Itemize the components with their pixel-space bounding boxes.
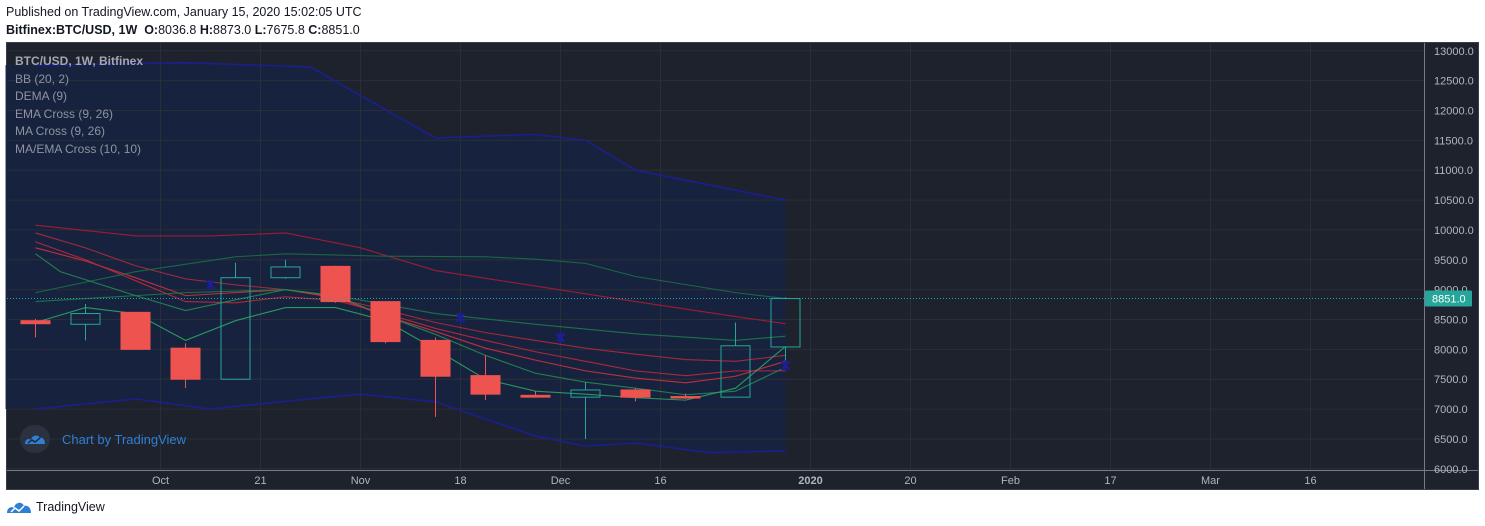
- candle: [620, 388, 651, 402]
- high-value: 8873.0: [213, 23, 252, 37]
- candle: [420, 337, 451, 417]
- open-label: O:: [144, 23, 159, 37]
- indicator-line: [35, 241, 786, 377]
- candle: [570, 382, 601, 439]
- price-tick-label: 11500.0: [1434, 135, 1473, 147]
- candle-body: [520, 394, 551, 398]
- indicator-line: [35, 61, 786, 201]
- cross-marker: [455, 312, 466, 323]
- price-tick-label: 6000.0: [1434, 464, 1468, 476]
- open-value: 8036.8: [158, 23, 197, 37]
- legend-ema-cross[interactable]: EMA Cross (9, 26): [15, 106, 114, 121]
- time-tick-label: Feb: [1001, 475, 1020, 487]
- time-tick-label: 20: [904, 475, 916, 487]
- low-value: 7675.8: [266, 23, 305, 37]
- time-tick-label: Dec: [551, 475, 571, 487]
- candle-body: [570, 389, 601, 398]
- close-value: 8851.0: [321, 23, 360, 37]
- indicator-line: [35, 232, 786, 362]
- candle: [720, 322, 751, 398]
- ohlc-header: Bitfinex:BTC/USD, 1W O:8036.8 H:8873.0 L…: [6, 23, 360, 37]
- candle-body: [120, 311, 151, 350]
- published-note: Published on TradingView.com, January 15…: [6, 5, 362, 19]
- last-price-label: 8851.0: [1432, 294, 1466, 306]
- candle-body: [270, 266, 301, 279]
- tradingview-logo-icon: [20, 425, 50, 453]
- candle: [70, 303, 101, 341]
- price-tick-label: 7500.0: [1434, 374, 1468, 386]
- cross-marker: [780, 360, 791, 371]
- time-tick-label: 2020: [798, 475, 822, 487]
- watermark-text: Chart by TradingView: [62, 431, 187, 447]
- candle-body: [320, 265, 351, 303]
- candle: [520, 391, 551, 398]
- price-tick-label: 10500.0: [1434, 195, 1474, 207]
- legend-ma-ema-cross[interactable]: MA/EMA Cross (10, 10): [15, 141, 142, 156]
- price-tick-label: 12500.0: [1434, 76, 1474, 88]
- candle-body: [620, 389, 651, 398]
- indicator-legend: BTC/USD, 1W, Bitfinex BB (20, 2) DEMA (9…: [15, 53, 143, 158]
- candle-body: [420, 339, 451, 377]
- low-label: L:: [254, 23, 267, 37]
- candle: [370, 301, 401, 344]
- candle-body: [670, 396, 701, 399]
- price-tick-label: 8000.0: [1434, 344, 1468, 356]
- candle-body: [220, 277, 251, 380]
- legend-bollinger[interactable]: BB (20, 2): [15, 71, 70, 86]
- watermark[interactable]: Chart by TradingView: [20, 425, 186, 453]
- candle: [120, 311, 151, 350]
- time-tick-label: 18: [454, 475, 466, 487]
- price-tick-label: 10000.0: [1434, 225, 1474, 237]
- legend-ma-cross[interactable]: MA Cross (9, 26): [15, 124, 106, 138]
- time-tick-label: 16: [1304, 475, 1316, 487]
- indicator-line: [35, 307, 786, 401]
- footer-brand[interactable]: TradingView: [6, 499, 105, 515]
- candle: [170, 343, 201, 389]
- candle: [20, 318, 51, 338]
- candle-body: [20, 320, 51, 325]
- price-tick-label: 12000.0: [1434, 105, 1474, 117]
- indicator-line: [35, 253, 786, 396]
- high-label: H:: [199, 23, 214, 37]
- price-tick-label: 13000.0: [1434, 46, 1474, 58]
- tradingview-logo-icon: [7, 502, 31, 513]
- candle-body: [70, 313, 101, 325]
- price-tick-label: 11000.0: [1434, 165, 1473, 177]
- last-price-badge: [1425, 290, 1472, 307]
- time-tick-label: Nov: [351, 475, 371, 487]
- close-label: C:: [308, 23, 322, 37]
- cross-marker: [555, 332, 566, 343]
- time-tick-label: Mar: [1201, 475, 1220, 487]
- candle-body: [720, 345, 751, 398]
- price-tick-label: 9500.0: [1434, 255, 1468, 267]
- price-tick-label: 8500.0: [1434, 315, 1468, 327]
- cross-marker: [205, 279, 216, 290]
- candle: [470, 355, 501, 401]
- candle: [670, 393, 701, 399]
- footer-brand-text: TradingView: [36, 500, 105, 514]
- candle-body: [770, 298, 801, 348]
- candle-body: [370, 301, 401, 343]
- indicator-line: [35, 247, 786, 384]
- candle: [320, 265, 351, 303]
- time-tick-label: Oct: [152, 475, 169, 487]
- indicator-line: [35, 253, 786, 300]
- price-tick-label: 7000.0: [1434, 404, 1468, 416]
- candle: [270, 259, 301, 279]
- time-tick-label: 16: [654, 475, 666, 487]
- candle-body: [170, 347, 201, 380]
- time-tick-label: 17: [1104, 475, 1116, 487]
- legend-dema[interactable]: DEMA (9): [15, 89, 68, 103]
- candle: [220, 262, 251, 380]
- indicator-line: [35, 224, 786, 325]
- legend-symbol[interactable]: BTC/USD, 1W, Bitfinex: [15, 54, 144, 68]
- price-tick-label: 6500.0: [1434, 434, 1468, 446]
- candle-body: [470, 375, 501, 395]
- symbol-label: Bitfinex:BTC/USD, 1W: [6, 23, 138, 37]
- time-tick-label: 21: [254, 475, 266, 487]
